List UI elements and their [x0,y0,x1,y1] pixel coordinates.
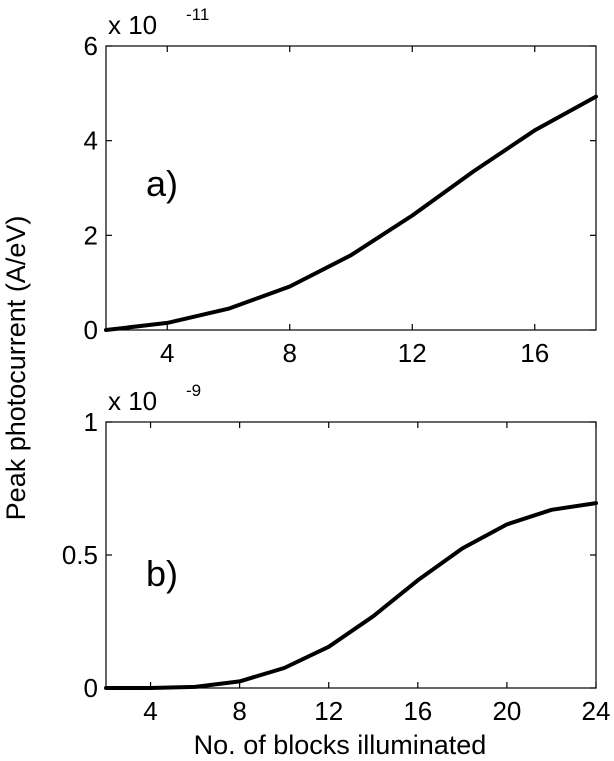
panel-a-x-tick-label: 8 [283,338,297,368]
panel-b-label: b) [146,553,178,594]
panel-a-exponent-base: x 10 [108,10,157,40]
panel-a-y-tick-label: 6 [84,31,98,61]
panel-a-label: a) [146,163,178,204]
panel-b-x-tick-label: 20 [492,696,521,726]
panel-a-y-tick-label: 4 [84,126,98,156]
panel-a-x-tick-label: 12 [398,338,427,368]
panel-b-x-tick-label: 4 [143,696,157,726]
panel-b-exponent-base: x 10 [108,386,157,416]
panel-b-series-line [104,501,598,690]
panel-a-exponent-power: -11 [186,5,209,24]
panel-b-x-tick-label: 24 [582,696,611,726]
panel-b-y-tick-label: 0.5 [62,540,98,570]
panel-b-axes-frame [105,421,597,689]
panel-b-y-tick-label: 0 [84,673,98,703]
panel-a-y-tick-label: 0 [84,315,98,345]
y-axis-title: Peak photocurrent (A/eV) [1,216,31,521]
panel-b-x-tick-label: 16 [403,696,432,726]
panel-a-x-tick-label: 16 [520,338,549,368]
panel-b-exponent-power: -9 [186,381,201,400]
panel-a: 4 8 12 16 0 2 4 6 x 10 -11 a) [84,5,598,368]
panel-a-series-line [104,94,598,332]
panel-b-x-tick-label: 12 [314,696,343,726]
panel-b-y-tick-label: 1 [84,407,98,437]
panel-b: 4 8 12 16 20 24 0 0.5 1 x 10 -9 b) [62,381,611,726]
panel-a-x-tick-label: 4 [160,338,174,368]
panel-a-y-tick-label: 2 [84,220,98,250]
panel-b-x-tick-label: 8 [232,696,246,726]
panel-a-axes-frame [105,45,597,331]
x-axis-title: No. of blocks illuminated [194,730,487,756]
